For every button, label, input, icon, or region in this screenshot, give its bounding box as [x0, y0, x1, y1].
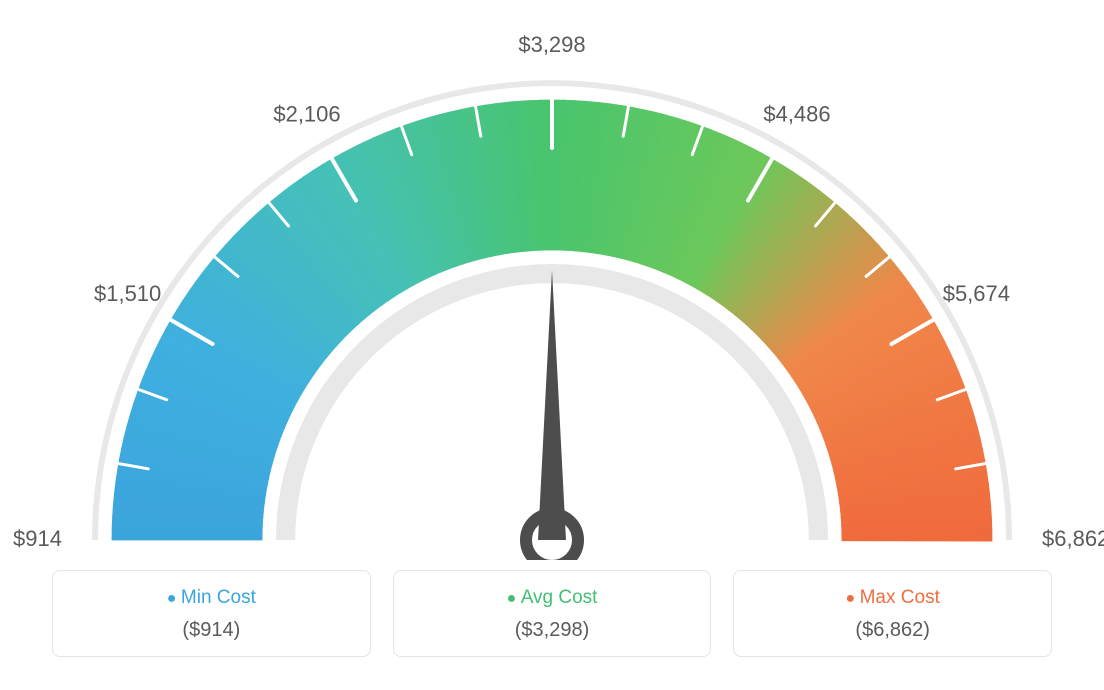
gauge-tick-label: $3,298	[518, 32, 585, 57]
legend-min: Min Cost ($914)	[52, 570, 371, 657]
legend-row: Min Cost ($914) Avg Cost ($3,298) Max Co…	[52, 570, 1052, 657]
cost-gauge: $914 $1,510 $2,106 $3,298 $4,486 $5,674 $6,862	[0, 0, 1104, 560]
legend-max-value: ($6,862)	[744, 619, 1041, 642]
gauge-needle	[538, 270, 566, 540]
gauge-tick-label: $914	[13, 526, 62, 551]
legend-avg-label: Avg Cost	[404, 587, 701, 609]
legend-max-label: Max Cost	[744, 587, 1041, 609]
legend-avg-value: ($3,298)	[404, 619, 701, 642]
gauge-tick-label: $6,862	[1042, 526, 1104, 551]
gauge-tick-label: $2,106	[273, 101, 340, 126]
legend-avg: Avg Cost ($3,298)	[393, 570, 712, 657]
gauge-tick-label: $5,674	[943, 281, 1010, 306]
gauge-tick-label: $1,510	[94, 281, 161, 306]
gauge-tick-label: $4,486	[763, 101, 830, 126]
legend-max: Max Cost ($6,862)	[733, 570, 1052, 657]
legend-min-value: ($914)	[63, 619, 360, 642]
legend-min-label: Min Cost	[63, 587, 360, 609]
